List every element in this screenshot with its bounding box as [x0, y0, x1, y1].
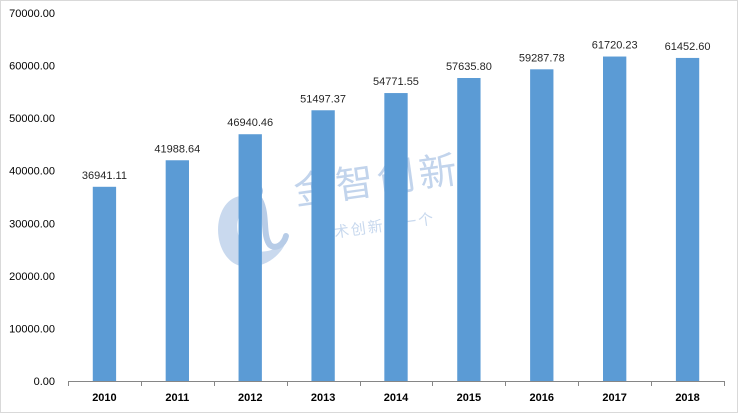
data-label-2011: 41988.64 — [154, 143, 200, 155]
y-tick-label: 30000.00 — [9, 218, 55, 230]
watermark-logo-icon — [218, 196, 288, 268]
y-tick-label: 60000.00 — [9, 61, 55, 73]
bar-2017 — [603, 56, 627, 382]
data-label-2018: 61452.60 — [665, 41, 711, 53]
x-tick-label: 2012 — [238, 392, 262, 404]
bar-2013 — [311, 110, 335, 381]
x-tick-label: 2018 — [675, 392, 699, 404]
data-label-2010: 36941.11 — [82, 170, 127, 182]
x-tick-label: 2011 — [165, 392, 189, 404]
y-tick-label: 10000.00 — [9, 323, 55, 335]
y-tick-label: 70000.00 — [9, 8, 55, 20]
x-tick-label: 2014 — [384, 392, 409, 404]
bar-2011 — [165, 160, 189, 381]
y-tick-label: 50000.00 — [9, 113, 55, 125]
bar-2015 — [457, 78, 481, 381]
x-tick-label: 2015 — [457, 392, 481, 404]
y-tick-label: 20000.00 — [9, 271, 55, 283]
bar-2012 — [238, 134, 262, 381]
bars — [92, 56, 700, 382]
y-tick-label: 40000.00 — [9, 166, 55, 178]
x-tick-label: 2010 — [92, 392, 116, 404]
bar-2016 — [530, 69, 554, 381]
x-tick-label: 2017 — [602, 392, 626, 404]
watermark-logo-hook-icon — [257, 197, 289, 250]
data-label-2017: 61720.23 — [592, 40, 638, 52]
axes: 0.00 10000.00 20000.00 30000.00 40000.00 5000… — [9, 8, 725, 404]
data-label-2014: 54771.55 — [373, 76, 419, 88]
bar-2010 — [92, 186, 117, 381]
bar-2014 — [384, 93, 408, 381]
data-label-2015: 57635.80 — [446, 61, 492, 73]
data-label-2016: 59287.78 — [519, 52, 565, 64]
data-label-2013: 51497.37 — [300, 93, 346, 105]
bar-2018 — [675, 57, 700, 381]
data-label-2012: 46940.46 — [227, 117, 273, 129]
data-labels: 36941.11 41988.64 46940.46 51497.37 54771.55… — [82, 40, 711, 182]
y-tick-label: 0.00 — [34, 376, 55, 388]
x-tick-label: 2016 — [530, 392, 554, 404]
x-tick-label: 2013 — [311, 392, 335, 404]
